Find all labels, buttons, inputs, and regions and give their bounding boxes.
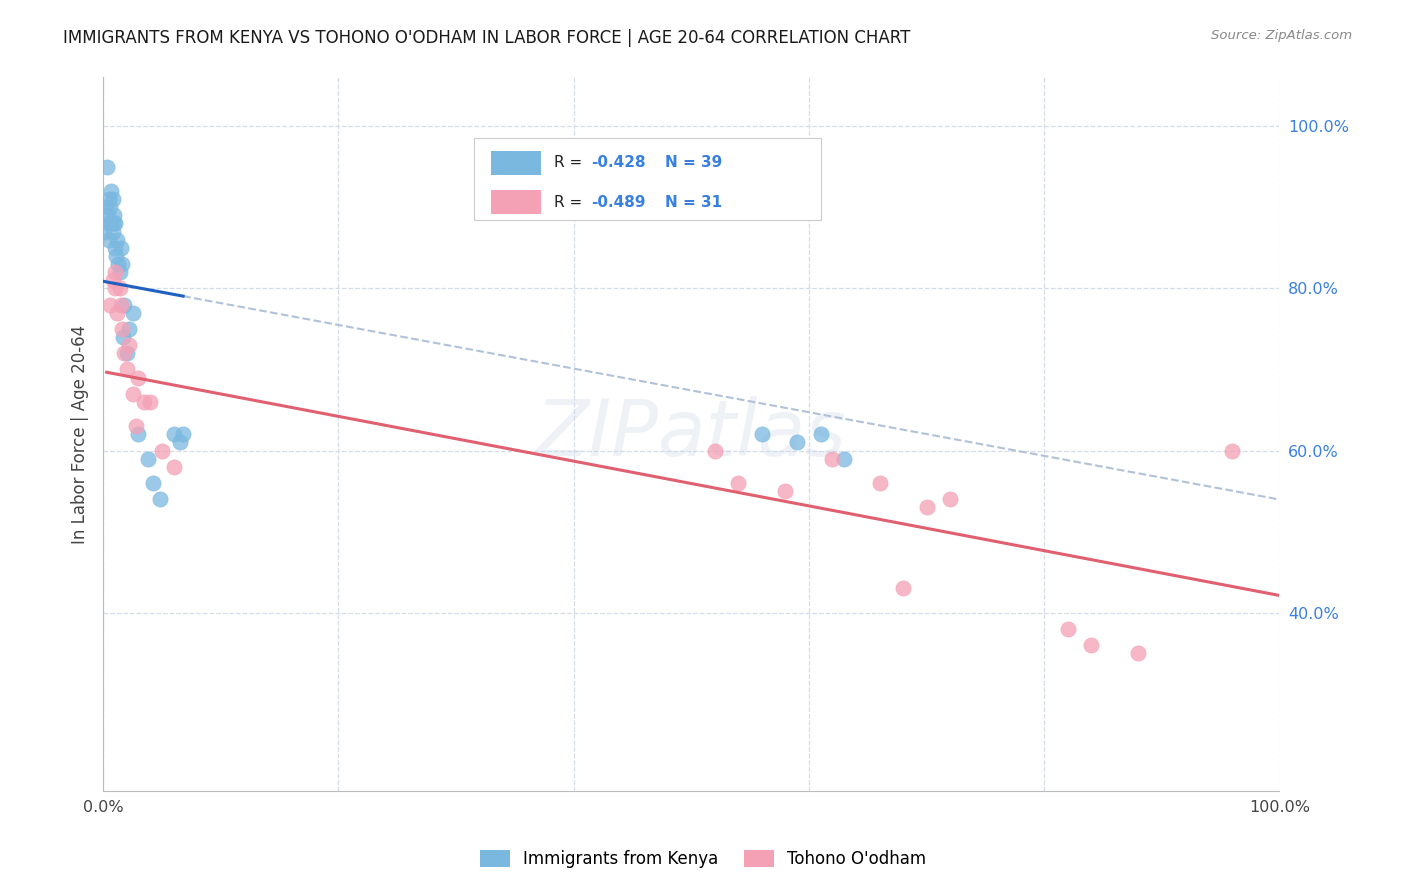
Point [111,257,134,271]
Point [775,484,797,499]
Text: R =: R = [554,194,586,210]
Point [1080,638,1102,652]
Point [104,216,127,230]
Text: N = 31: N = 31 [665,194,723,210]
Point [1056,622,1078,636]
Text: Source: ZipAtlas.com: Source: ZipAtlas.com [1212,29,1353,43]
Point [105,249,128,263]
Point [1128,646,1150,660]
Point [94,200,117,214]
Point [108,265,131,279]
Point [118,322,141,336]
Point [100,184,122,198]
Point [103,208,125,222]
Point [112,330,135,344]
Point [810,427,832,442]
Text: N = 39: N = 39 [665,155,723,170]
Point [93,225,115,239]
Point [98,192,121,206]
Point [107,257,129,271]
Point [110,297,132,311]
Point [115,362,138,376]
Point [97,216,120,230]
Point [104,265,127,279]
Point [1222,443,1244,458]
Y-axis label: In Labor Force | Age 20-64: In Labor Force | Age 20-64 [72,325,89,544]
Text: ZIPatlas: ZIPatlas [536,396,846,473]
Text: R =: R = [554,155,586,170]
Point [115,346,138,360]
Point [98,297,121,311]
Point [104,241,127,255]
Point [112,297,135,311]
Point [110,241,132,255]
FancyBboxPatch shape [491,151,541,175]
Point [869,475,891,490]
Point [108,281,131,295]
Point [104,281,127,295]
Point [136,451,159,466]
Point [98,233,121,247]
Point [915,500,938,515]
FancyBboxPatch shape [474,138,821,220]
Point [103,216,125,230]
Point [751,427,773,442]
Point [98,200,121,214]
Point [786,435,808,450]
Point [150,443,173,458]
Text: IMMIGRANTS FROM KENYA VS TOHONO O'ODHAM IN LABOR FORCE | AGE 20-64 CORRELATION C: IMMIGRANTS FROM KENYA VS TOHONO O'ODHAM … [63,29,911,47]
Point [101,273,124,287]
Text: -0.489: -0.489 [592,194,645,210]
Point [127,370,149,384]
Point [121,386,143,401]
FancyBboxPatch shape [491,190,541,214]
Point [125,419,148,434]
Point [105,233,128,247]
Point [149,492,172,507]
Point [105,306,128,320]
Point [163,427,186,442]
Point [139,395,162,409]
Point [727,160,749,174]
Point [112,346,135,360]
Point [121,306,143,320]
Point [141,475,163,490]
Point [118,338,141,352]
Legend: Immigrants from Kenya, Tohono O'odham: Immigrants from Kenya, Tohono O'odham [474,843,932,875]
Point [96,808,118,822]
Point [939,492,962,507]
Point [163,459,186,474]
Point [832,451,855,466]
Point [97,208,120,222]
Point [96,160,118,174]
Point [891,582,914,596]
Point [169,435,191,450]
Point [101,192,124,206]
Point [172,427,194,442]
Point [127,427,149,442]
Point [111,322,134,336]
Point [101,225,124,239]
Point [727,475,749,490]
Point [821,451,844,466]
Point [134,395,156,409]
Point [703,443,725,458]
Point [100,216,122,230]
Text: -0.428: -0.428 [592,155,645,170]
